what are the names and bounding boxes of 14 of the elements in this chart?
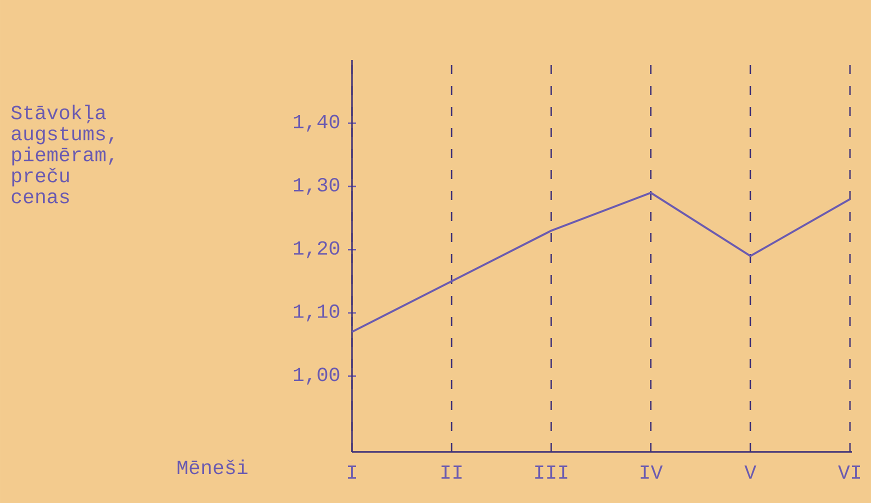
x-tick-label: III (535, 466, 568, 479)
y-tick-label: 1,40 (294, 114, 340, 132)
y-tick-label: 1,00 (294, 368, 340, 385)
line-series (351, 192, 851, 333)
y-tick-label: 1,10 (294, 304, 340, 322)
x-tick-label: V (744, 466, 756, 479)
x-axis-title: Mēneši (178, 460, 248, 474)
y-tick-label: 1,20 (294, 241, 340, 258)
text: Stāvokļa augstums, piemēram, preču cenas (11, 104, 114, 204)
x-tick-label: I (348, 466, 356, 479)
y-tick-label: 1,30 (294, 178, 340, 195)
x-tick-label: II (442, 466, 462, 479)
x-tick-label: IV (640, 466, 663, 479)
x-tick-label: VI (838, 466, 860, 479)
